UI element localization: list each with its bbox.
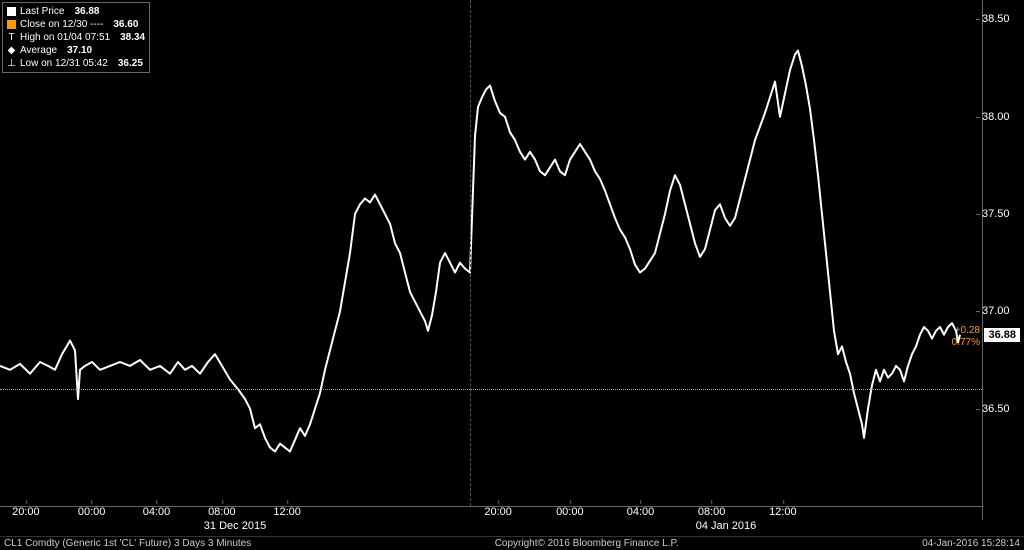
legend-value: 36.25	[118, 57, 143, 70]
legend-swatch-icon	[7, 20, 16, 29]
x-tick-label: 20:00	[484, 506, 512, 518]
footer-instrument: CL1 Comdty (Generic 1st 'CL' Future) 3 D…	[4, 538, 251, 549]
plot-area: Last Price36.88Close on 12/30 ----36.60T…	[0, 0, 982, 520]
price-line-svg	[0, 0, 982, 506]
low-marker-icon: ⊥	[7, 59, 16, 68]
y-tick-label: 37.00	[982, 305, 1020, 317]
x-date-label: 31 Dec 2015	[204, 520, 266, 532]
last-price-box: 36.88	[984, 328, 1020, 342]
x-tick-label: 08:00	[208, 506, 236, 518]
legend-label: Close on 12/30 ----	[20, 18, 103, 31]
footer-copyright: Copyright© 2016 Bloomberg Finance L.P.	[495, 538, 679, 549]
x-tick-label: 08:00	[698, 506, 726, 518]
y-tick-label: 36.50	[982, 403, 1020, 415]
legend-row: Close on 12/30 ---- 36.60	[7, 18, 145, 31]
price-change-absolute: +0.28	[955, 325, 980, 336]
legend-row: ⊥ Low on 12/31 05:42 36.25	[7, 57, 145, 70]
x-tick-label: 12:00	[769, 506, 797, 518]
footer-timestamp: 04-Jan-2016 15:28:14	[922, 538, 1020, 549]
legend-value: 37.10	[67, 44, 92, 57]
x-tick-label: 04:00	[143, 506, 171, 518]
y-axis: 36.50 37.00 37.50 38.00 38.50	[982, 0, 1024, 520]
legend-row: ◆ Average 37.10	[7, 44, 145, 57]
legend-swatch-icon	[7, 7, 16, 16]
x-tick-label: 00:00	[556, 506, 584, 518]
x-tick-label: 20:00	[12, 506, 40, 518]
price-change-percent: 0.77%	[952, 337, 980, 348]
legend-label: Last Price	[20, 5, 64, 18]
legend-label: High on 01/04 07:51	[20, 31, 110, 44]
legend-row: Last Price 36.88	[7, 5, 145, 18]
price-line	[0, 51, 960, 452]
legend-value: 38.34	[120, 31, 145, 44]
legend-row: T High on 01/04 07:51 38.34	[7, 31, 145, 44]
x-tick-label: 12:00	[273, 506, 301, 518]
prev-close-line	[0, 389, 982, 390]
legend-label: Average	[20, 44, 57, 57]
legend-label: Low on 12/31 05:42	[20, 57, 108, 70]
legend-value: 36.88	[74, 5, 99, 18]
x-date-label: 04 Jan 2016	[696, 520, 757, 532]
legend-box: Last Price36.88Close on 12/30 ----36.60T…	[2, 2, 150, 73]
chart-container: Last Price36.88Close on 12/30 ----36.60T…	[0, 0, 1024, 550]
high-marker-icon: T	[7, 33, 16, 42]
average-marker-icon: ◆	[7, 46, 16, 55]
x-tick-label: 04:00	[627, 506, 655, 518]
last-price-value: 36.88	[988, 329, 1016, 341]
y-tick-label: 38.00	[982, 111, 1020, 123]
y-tick-label: 38.50	[982, 13, 1020, 25]
y-tick-label: 37.50	[982, 208, 1020, 220]
x-axis: 20:00 00:00 04:00 08:00 12:00 20:00 00:00 04:00…	[0, 506, 982, 536]
legend-value: 36.60	[113, 18, 138, 31]
x-tick-label: 00:00	[78, 506, 106, 518]
day-separator	[470, 0, 471, 506]
footer-bar: CL1 Comdty (Generic 1st 'CL' Future) 3 D…	[0, 536, 1024, 550]
